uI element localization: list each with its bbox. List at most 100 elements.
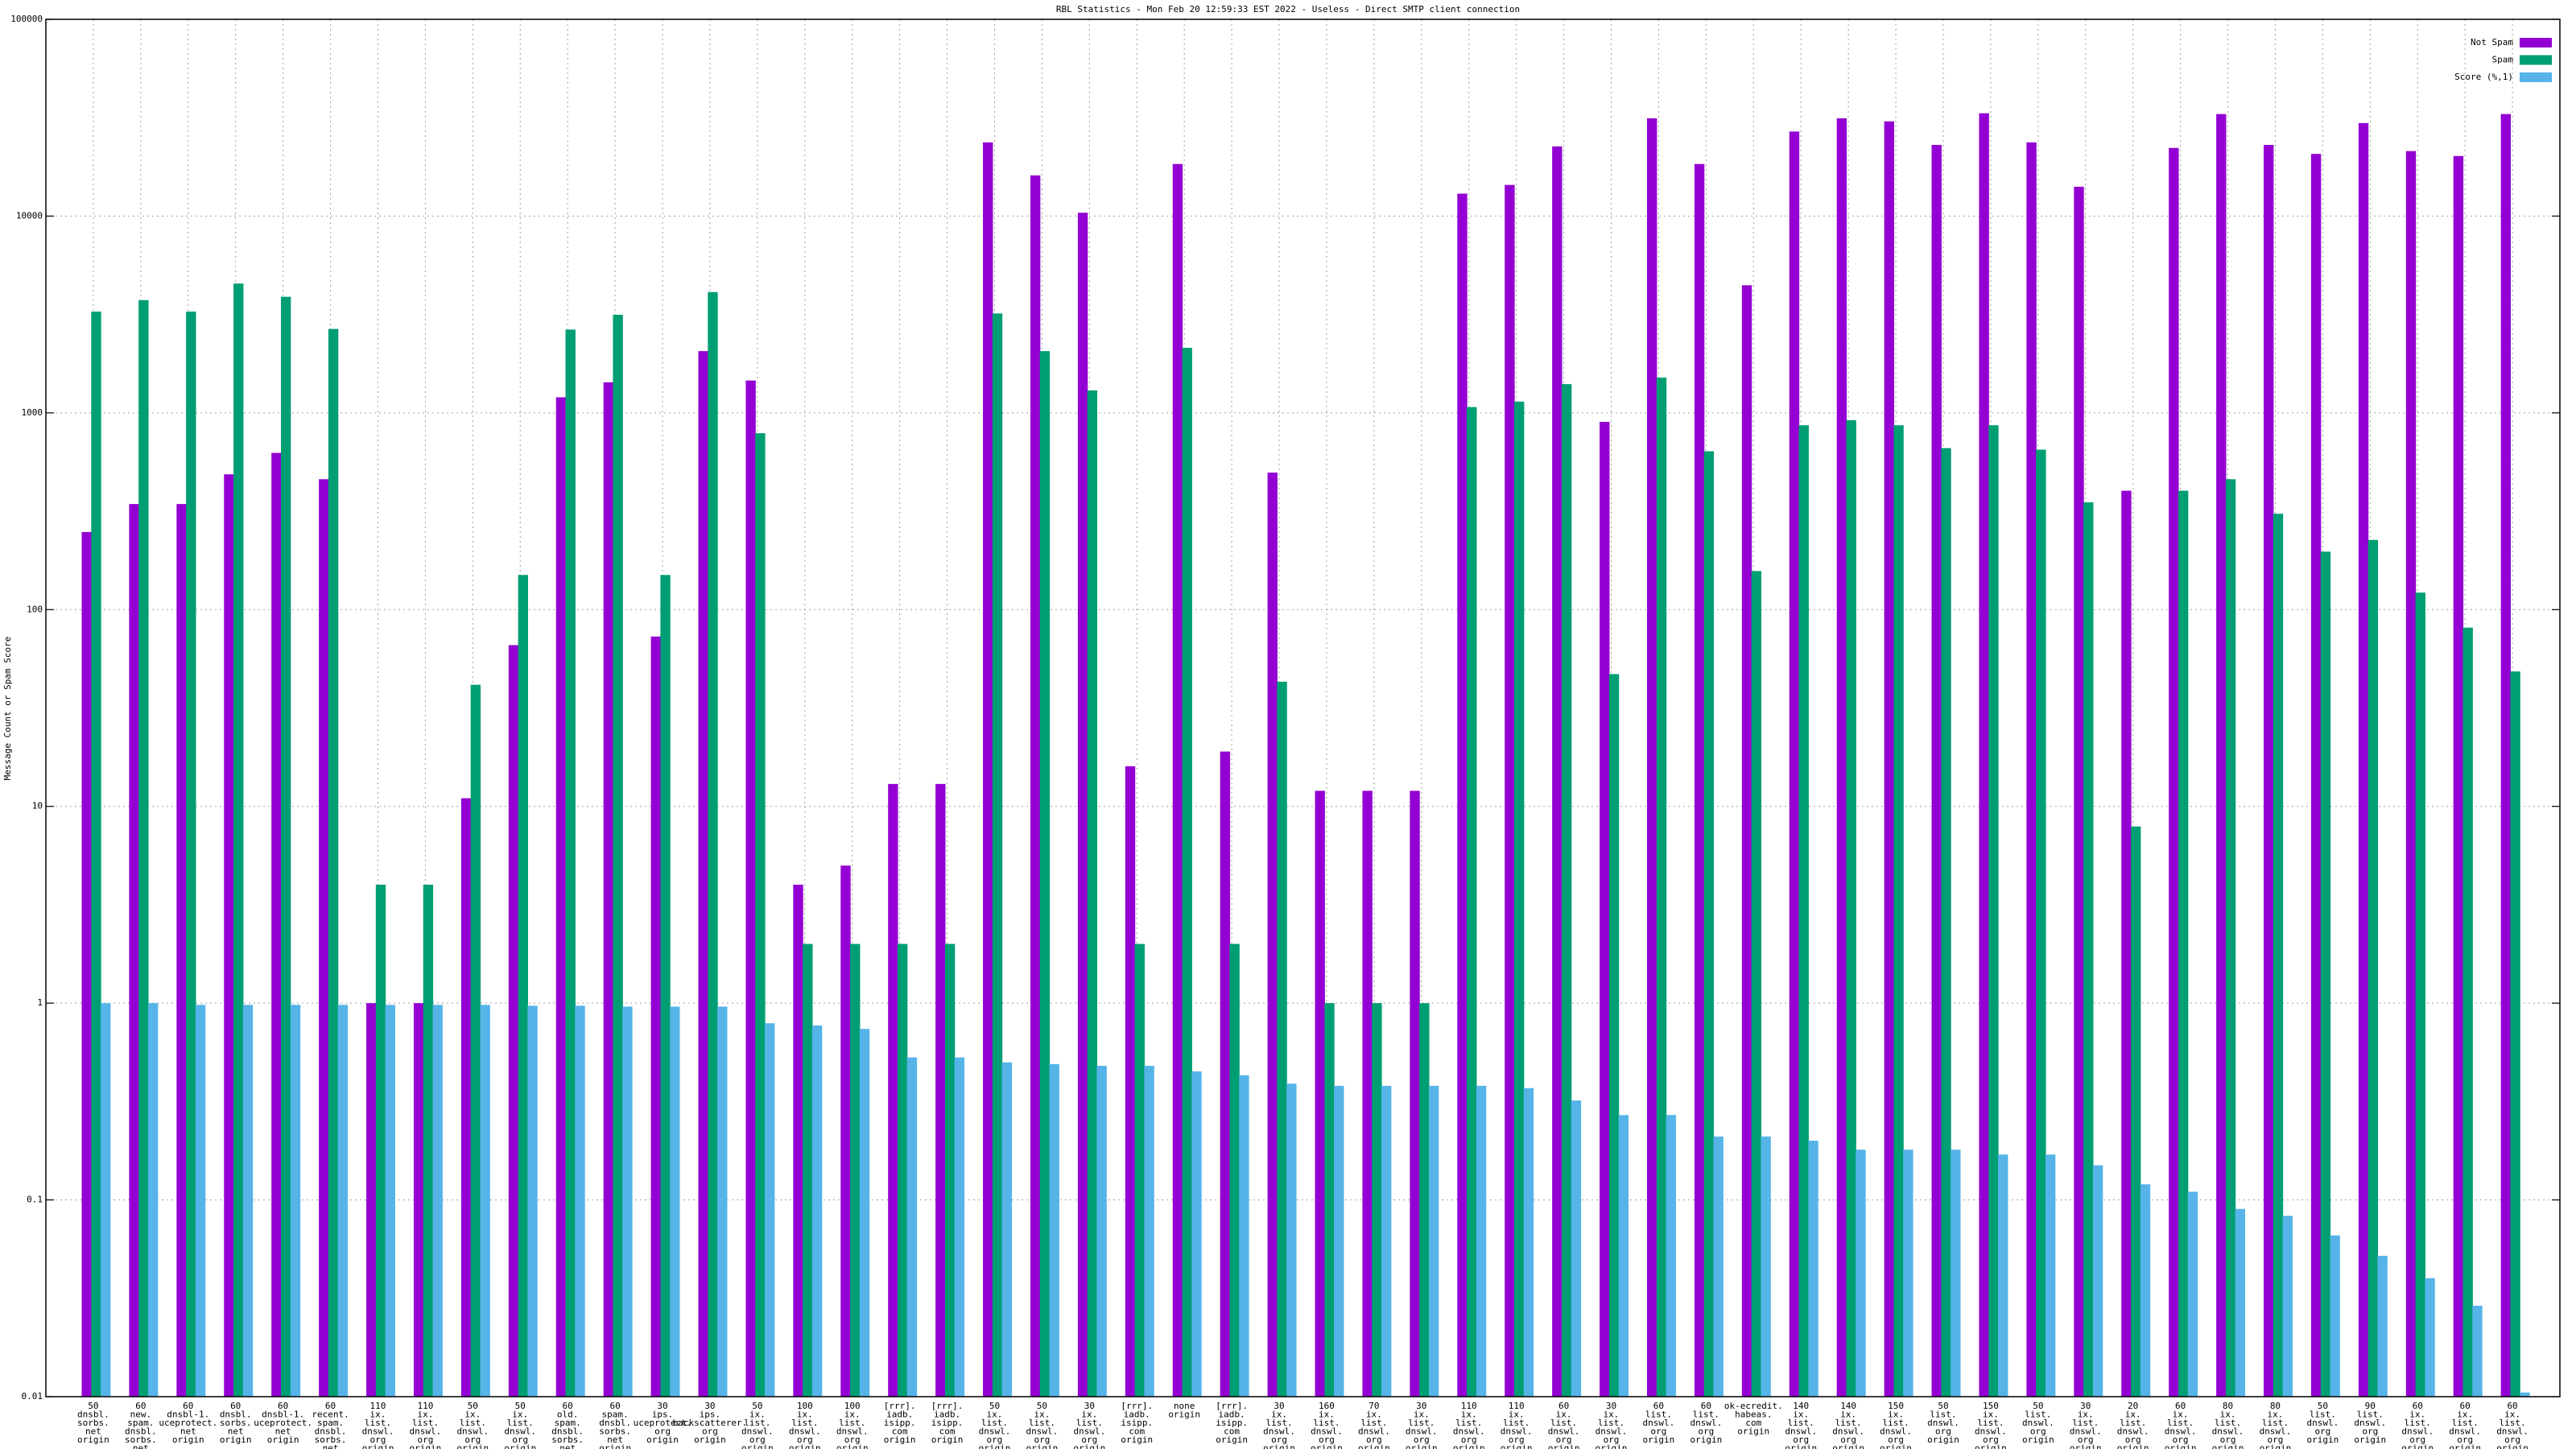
bar — [2140, 1184, 2151, 1397]
x-tick-label: dnswl. — [1927, 1418, 1959, 1428]
x-tick-label: list. — [1550, 1418, 1577, 1428]
bar — [233, 283, 244, 1397]
x-tick-label: 50 — [989, 1401, 1000, 1411]
bar — [1808, 1140, 1818, 1397]
bar — [1998, 1154, 2008, 1397]
x-tick-label: dnswl. — [362, 1426, 394, 1437]
x-tick-label: 60 — [135, 1401, 146, 1411]
x-tick-label: org — [2457, 1435, 2473, 1445]
x-tick-label: ix. — [1414, 1410, 1430, 1420]
x-tick-label: ix. — [2078, 1410, 2094, 1420]
bar — [375, 884, 386, 1397]
x-tick-label: origin — [2070, 1443, 2102, 1449]
x-tick-label: ix. — [749, 1410, 766, 1420]
x-tick-label: origin — [1216, 1435, 1248, 1445]
bar — [1514, 401, 1525, 1397]
x-tick-label: org — [1840, 1435, 1856, 1445]
x-tick-label: com — [1745, 1418, 1761, 1428]
bar — [1703, 451, 1715, 1397]
x-tick-label: origin — [1263, 1443, 1295, 1449]
y-tick-label: 10000 — [16, 210, 43, 221]
x-tick-label: 110 — [417, 1401, 433, 1411]
bar — [2368, 539, 2379, 1397]
bar — [1362, 791, 1373, 1397]
x-tick-label: ix. — [1319, 1410, 1335, 1420]
x-tick-label: origin — [1311, 1443, 1343, 1449]
bar — [745, 380, 756, 1397]
bar — [2216, 114, 2227, 1397]
bar — [1039, 351, 1051, 1397]
x-tick-label: origin — [2260, 1443, 2292, 1449]
x-tick-label: spam. — [127, 1418, 154, 1428]
bar — [1324, 1003, 1335, 1397]
bar — [1419, 1003, 1430, 1397]
y-tick-label: 0.1 — [27, 1195, 43, 1205]
x-tick-label: ix. — [1793, 1410, 1809, 1420]
x-tick-label: origin — [2022, 1435, 2054, 1445]
bar — [432, 1005, 443, 1397]
x-tick-label: net — [85, 1426, 101, 1437]
x-tick-label: ix. — [512, 1410, 528, 1420]
y-axis-label: Message Count or Spam Score — [2, 637, 13, 781]
bar — [555, 397, 567, 1397]
bar — [290, 1005, 301, 1397]
bar — [176, 504, 187, 1397]
x-tick-label: 110 — [1461, 1401, 1477, 1411]
bar — [1666, 1115, 1676, 1397]
x-tick-label: ix. — [987, 1410, 1003, 1420]
x-tick-label: old. — [557, 1410, 579, 1420]
x-tick-label: ix. — [1840, 1410, 1856, 1420]
bar — [793, 884, 803, 1397]
x-tick-label: spam. — [555, 1418, 581, 1428]
bar — [765, 1023, 775, 1397]
bar — [518, 575, 528, 1397]
bar — [1267, 473, 1278, 1397]
x-tick-label: dnswl. — [1358, 1426, 1390, 1437]
x-tick-label: origin — [1168, 1410, 1200, 1420]
bar — [1884, 121, 1894, 1397]
x-tick-label: origin — [1453, 1443, 1485, 1449]
bar — [1049, 1063, 1059, 1397]
bar — [755, 433, 766, 1397]
x-tick-label: dnswl. — [456, 1426, 489, 1437]
bar — [2036, 449, 2046, 1397]
x-tick-label: dnswl. — [1026, 1426, 1059, 1437]
x-tick-label: ix. — [2220, 1410, 2236, 1420]
bar — [803, 943, 813, 1397]
x-tick-label: net — [275, 1426, 291, 1437]
bar — [224, 474, 234, 1397]
x-tick-label: 110 — [1509, 1401, 1525, 1411]
bar — [888, 783, 898, 1397]
bar — [717, 1006, 728, 1397]
x-tick-label: origin — [1927, 1435, 1959, 1445]
x-tick-label: iadb. — [1124, 1410, 1150, 1420]
x-tick-label: origin — [1785, 1443, 1817, 1449]
x-tick-label: [rrr]. — [1216, 1401, 1248, 1411]
x-tick-label: org — [1271, 1435, 1287, 1445]
x-tick-label: dnswl. — [1975, 1426, 2007, 1437]
legend-label: Not Spam — [2471, 37, 2513, 47]
x-tick-label: org — [1319, 1435, 1335, 1445]
x-tick-label: origin — [2117, 1443, 2149, 1449]
x-tick-label: org — [2220, 1435, 2236, 1445]
bar — [337, 1005, 349, 1397]
x-tick-label: [rrr]. — [884, 1401, 916, 1411]
x-tick-label: ix. — [1888, 1410, 1904, 1420]
bar — [2121, 490, 2132, 1397]
x-tick-label: org — [2409, 1435, 2425, 1445]
bar — [811, 1025, 823, 1397]
bar — [2026, 142, 2037, 1397]
x-tick-label: origin — [694, 1435, 726, 1445]
x-tick-label: [rrr]. — [1121, 1401, 1153, 1411]
y-tick-label: 100 — [27, 604, 43, 614]
x-tick-label: origin — [1596, 1443, 1628, 1449]
x-tick-label: origin — [646, 1435, 679, 1445]
x-tick-label: 90 — [2365, 1401, 2376, 1411]
x-tick-label: uceprotect. — [254, 1418, 312, 1428]
x-tick-label: list. — [2120, 1418, 2146, 1428]
x-tick-label: ix. — [1081, 1410, 1097, 1420]
x-tick-label: ix. — [844, 1410, 861, 1420]
x-tick-label: recent. — [312, 1410, 349, 1420]
x-tick-label: list. — [744, 1418, 770, 1428]
